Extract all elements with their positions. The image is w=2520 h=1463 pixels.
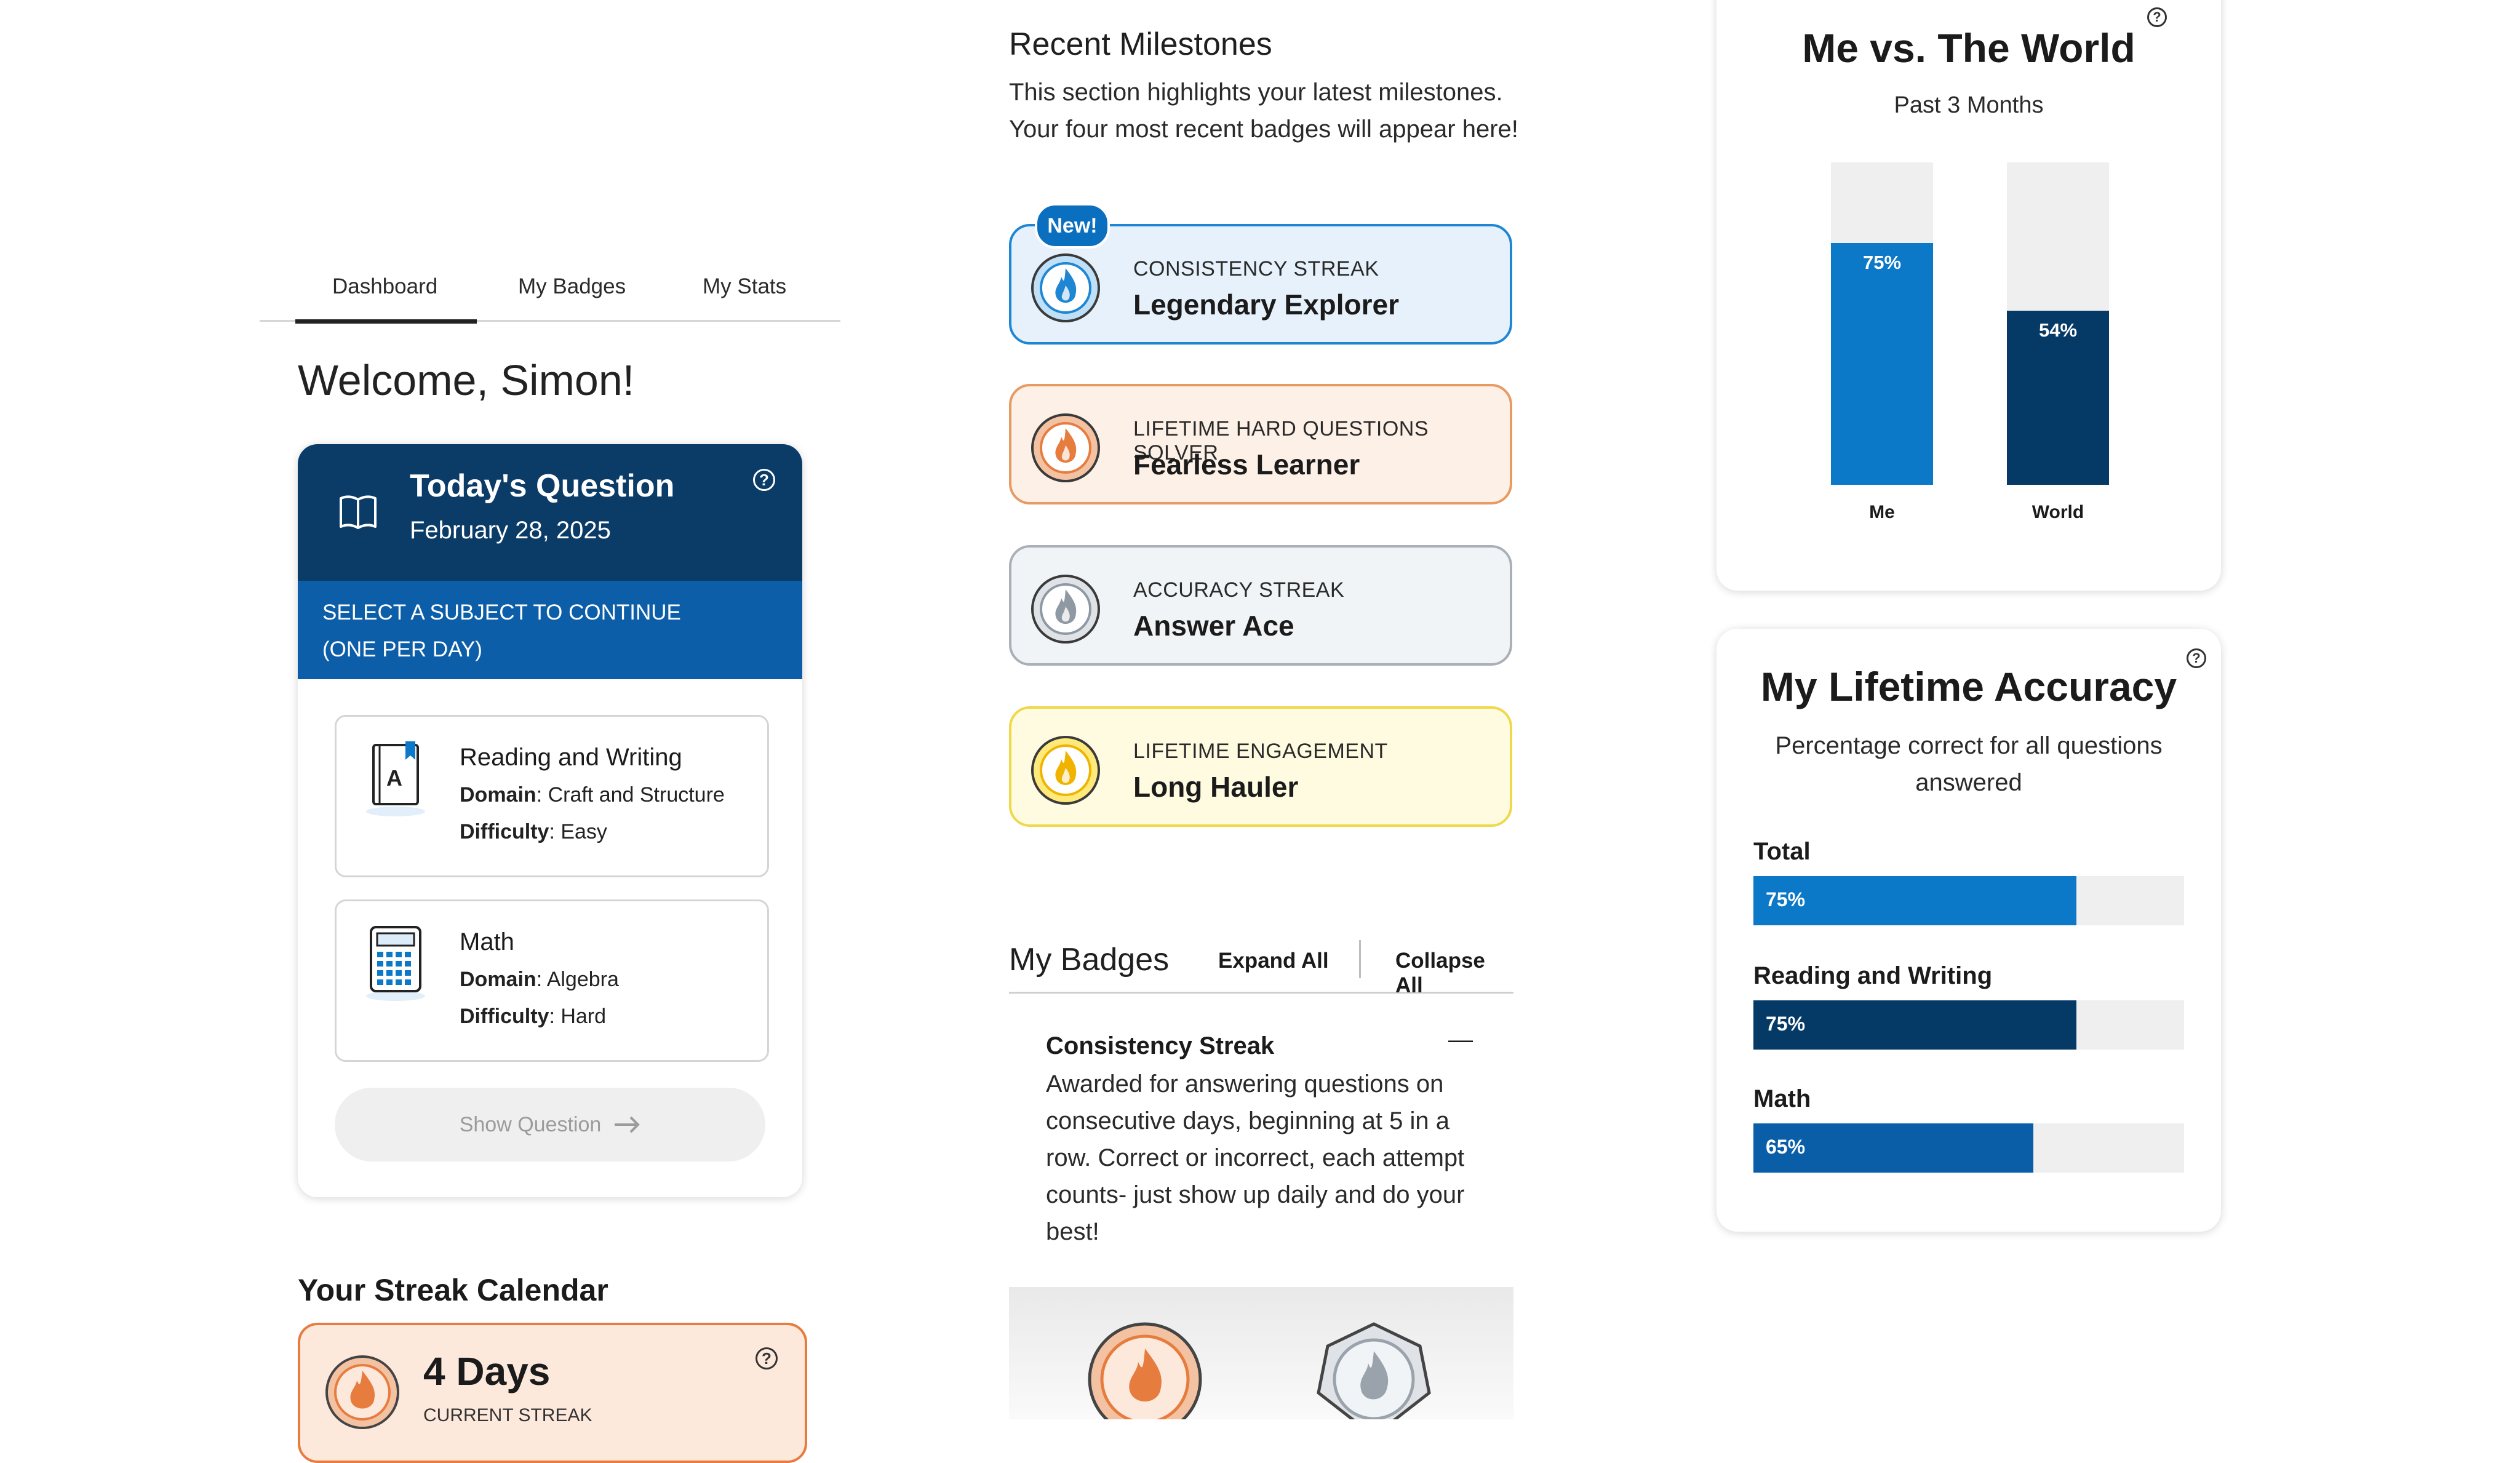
flame-badge-icon [1029,572,1102,646]
milestones-title: Recent Milestones [1009,26,1272,62]
badge-card[interactable]: ACCURACY STREAK Answer Ace [1009,545,1512,666]
accuracy-value-label: 75% [1766,888,1806,911]
me-vs-world-title: Me vs. The World [1802,25,2135,71]
streak-card: 4 Days CURRENT STREAK ? [298,1323,807,1463]
subject-domain: Domain: Craft and Structure [460,783,725,807]
my-badges-title: My Badges [1009,942,1170,978]
question-title: Today's Question [410,468,675,504]
accuracy-value-label: 75% [1766,1013,1806,1035]
help-icon[interactable]: ? [2187,648,2206,668]
arrow-right-icon [615,1116,640,1133]
my-badges-header: My Badges Expand All Collapse All [1009,929,1513,997]
badge-kind: CONSISTENCY STREAK [1133,257,1379,281]
instruction-line-2: (ONE PER DAY) [322,637,482,661]
accuracy-track: 65% [1753,1123,2184,1173]
streak-caption: CURRENT STREAK [423,1405,592,1425]
bar-value-label: 75% [1863,252,1901,273]
badge-kind: LIFETIME ENGAGEMENT [1133,739,1388,763]
help-icon[interactable]: ? [753,469,775,491]
collapse-all-button[interactable]: Collapse All [1395,949,1485,997]
help-icon[interactable]: ? [2147,7,2167,27]
tab-my-badges[interactable]: My Badges [518,274,626,298]
accuracy-track: 75% [1753,876,2184,925]
calculator-icon [359,923,433,1003]
accuracy-row-label: Reading and Writing [1753,962,1993,989]
badge-kind: LIFETIME HARD QUESTIONS SOLVER [1133,417,1429,464]
lifetime-accuracy-card: My Lifetime Accuracy Percentage correct … [1717,629,2221,1232]
flame-badge-icon [1029,733,1102,807]
header-divider [1359,940,1361,978]
badge-name: Legendary Explorer [1133,289,1400,321]
bar-value-label: 54% [2039,319,2077,341]
accuracy-value-label: 65% [1766,1136,1806,1158]
reading-icon-letter: A [386,765,402,791]
show-question-label: Show Question [459,1112,602,1136]
flame-badge-icon [1029,411,1102,485]
badge-name: Long Hauler [1133,771,1299,803]
instruction-line-1: SELECT A SUBJECT TO CONTINUE [322,600,681,624]
me-vs-world-subtitle: Past 3 Months [1894,92,2044,118]
subject-difficulty: Difficulty: Easy [460,820,607,843]
badge-name: Fearless Learner [1133,448,1360,480]
reading-book-icon: A [359,739,433,819]
expand-all-button[interactable]: Expand All [1218,949,1329,973]
accuracy-row-label: Total [1753,838,1811,865]
flame-badge-icon [325,1355,399,1429]
badge-kind: ACCURACY STREAK [1133,578,1345,602]
accuracy-title: My Lifetime Accuracy [1760,664,2177,709]
accuracy-bar-fill: 75% [1753,1000,2076,1050]
streak-days: 4 Days [423,1349,551,1393]
tab-bar: Dashboard My Badges My Stats [260,263,840,324]
flame-badge-icon [1317,1322,1431,1419]
subject-title: Reading and Writing [460,744,682,771]
badge-card[interactable]: LIFETIME HARD QUESTIONS SOLVER Fearless … [1009,384,1512,504]
welcome-heading: Welcome, Simon! [298,356,635,404]
badge-name: Answer Ace [1133,610,1294,642]
streak-calendar-title: Your Streak Calendar [298,1273,608,1307]
minus-icon[interactable]: — [1448,1026,1473,1053]
flame-badge-icon [1088,1322,1202,1419]
question-header: Today's Question February 28, 2025 ? [298,444,802,581]
question-instruction: SELECT A SUBJECT TO CONTINUE (ONE PER DA… [298,581,802,679]
subject-math[interactable]: Math Domain: Algebra Difficulty: Hard [335,899,769,1062]
tab-my-stats[interactable]: My Stats [703,274,787,298]
badge-card[interactable]: New! CONSISTENCY STREAK Legendary Explor… [1009,203,1512,345]
accuracy-bar-fill: 65% [1753,1123,2033,1173]
todays-question-card: Today's Question February 28, 2025 ? SEL… [298,444,802,1197]
subject-reading-writing[interactable]: A Reading and Writing Domain: Craft and … [335,715,769,877]
accuracy-subtitle: Percentage correct for all questions ans… [1775,732,2163,796]
badge-card[interactable]: LIFETIME ENGAGEMENT Long Hauler [1009,706,1512,827]
accordion-description: Awarded for answering questions on conse… [1046,1070,1465,1245]
bar-category-label: Me [1869,502,1895,522]
bar-world [2007,311,2109,485]
bar-category-label: World [2032,502,2084,522]
subject-title: Math [460,928,514,955]
me-vs-world-chart: 75% Me 54% World [1831,162,2109,522]
accuracy-track: 75% [1753,1000,2184,1050]
badge-preview-strip [1009,1287,1513,1419]
milestones-description: This section highlights your latest mile… [1009,79,1518,143]
question-date: February 28, 2025 [410,517,611,544]
help-icon[interactable]: ? [756,1347,778,1369]
flame-badge-icon [1029,251,1102,325]
subject-domain: Domain: Algebra [460,968,619,991]
accuracy-row-label: Math [1753,1085,1811,1112]
tab-dashboard[interactable]: Dashboard [295,274,477,324]
me-vs-world-card: Me vs. The World Past 3 Months ? 75% Me 54… [1717,0,2221,591]
show-question-button[interactable]: Show Question [335,1088,765,1162]
new-badge-pill: New! [1035,203,1110,249]
accuracy-bar-fill: 75% [1753,876,2076,925]
subject-difficulty: Difficulty: Hard [460,1005,607,1028]
book-open-icon [340,495,377,529]
accordion-title[interactable]: Consistency Streak [1046,1032,1275,1059]
bar-me [1831,243,1933,485]
